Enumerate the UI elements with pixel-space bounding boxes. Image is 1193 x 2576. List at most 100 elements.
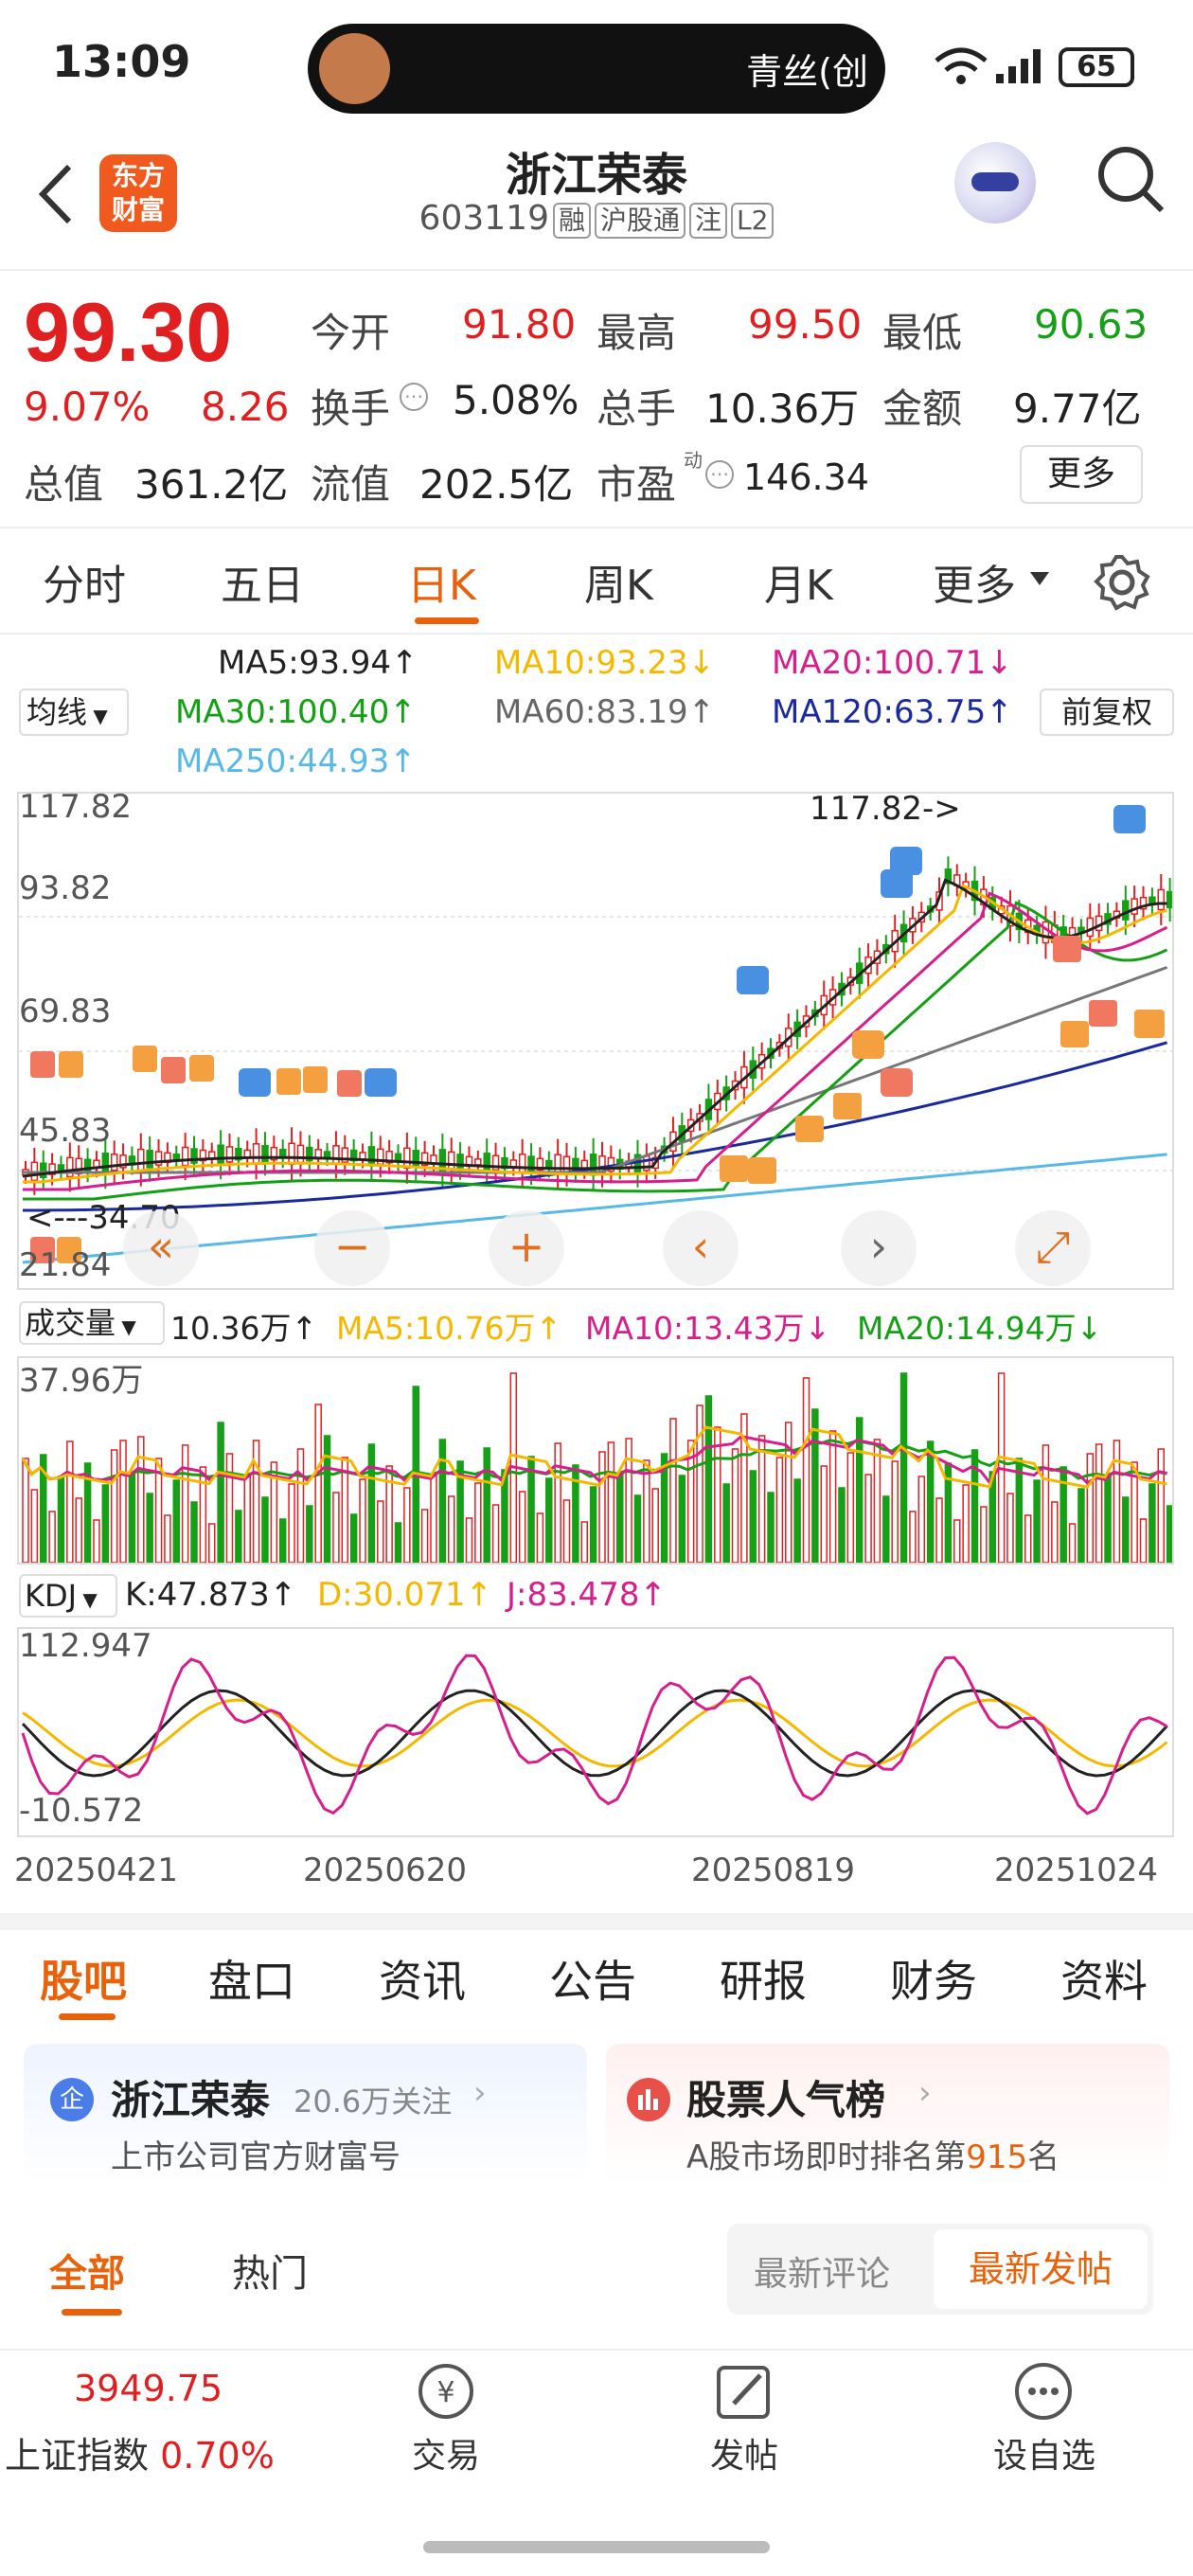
- sort-latest-comment[interactable]: 最新评论: [754, 2255, 891, 2294]
- tab-5day[interactable]: 五日: [221, 562, 304, 610]
- trade-icon[interactable]: ¥: [409, 2362, 483, 2421]
- tab-news[interactable]: 资讯: [379, 1956, 466, 2007]
- volume-bar: [678, 1475, 686, 1564]
- volume-bar: [367, 1443, 376, 1564]
- more-dots-icon[interactable]: [1013, 2362, 1074, 2421]
- index-pct: 0.70%: [160, 2435, 275, 2477]
- candle-body: [1122, 900, 1130, 921]
- volume-bar: [811, 1408, 819, 1564]
- turnover-value: 5.08%: [453, 377, 579, 423]
- candle-body: [306, 1146, 313, 1162]
- volume-bar: [332, 1492, 340, 1564]
- filter-all[interactable]: 全部: [49, 2252, 125, 2296]
- mcap-value: 361.2亿: [134, 461, 289, 508]
- pe-superscript: 动: [684, 449, 703, 472]
- volume-bar: [775, 1457, 784, 1564]
- tab-weekly-k[interactable]: 周K: [584, 562, 653, 610]
- adjust-button[interactable]: 前复权: [1040, 689, 1174, 736]
- zoom-out-icon[interactable]: −: [314, 1210, 390, 1286]
- svg-text:¥: ¥: [436, 2376, 454, 2409]
- more-button[interactable]: 更多: [1020, 445, 1143, 504]
- tab-profile[interactable]: 资料: [1060, 1956, 1148, 2007]
- pan-left-icon[interactable]: ‹: [663, 1210, 739, 1286]
- ma10-label: MA10:93.23↓: [494, 644, 716, 682]
- chart-back-icon[interactable]: «: [123, 1210, 199, 1286]
- tab-announce[interactable]: 公告: [549, 1956, 636, 2007]
- volume-chart[interactable]: 37.96万: [17, 1356, 1174, 1565]
- candle-body: [225, 1146, 234, 1163]
- ma-selector[interactable]: 均线 ▼: [19, 689, 129, 736]
- candle-body: [456, 1154, 464, 1169]
- candle-body: [420, 1152, 429, 1167]
- date-2: 20250819: [691, 1852, 856, 1889]
- volume-bar: [146, 1493, 153, 1564]
- official-account-card[interactable]: 企 浙江荣泰 20.6万关注 › 上市公司官方财富号: [24, 2044, 587, 2184]
- tab-research[interactable]: 研报: [720, 1956, 807, 2007]
- notification-pill[interactable]: 青丝(创: [308, 24, 885, 114]
- back-icon[interactable]: [33, 161, 77, 227]
- float-label: 流值: [311, 461, 391, 508]
- tab-more[interactable]: 更多: [933, 562, 1016, 610]
- app-logo[interactable]: 东方财富: [99, 154, 177, 232]
- candle-body: [447, 1151, 455, 1171]
- volume-bar: [651, 1488, 659, 1564]
- nav-trade[interactable]: 交易: [411, 2437, 480, 2476]
- post-edit-icon[interactable]: [715, 2362, 775, 2421]
- volume-bar: [714, 1426, 721, 1564]
- volume-bar: [447, 1495, 455, 1564]
- nav-post[interactable]: 发帖: [709, 2437, 778, 2476]
- tab-guba[interactable]: 股吧: [40, 1956, 127, 2007]
- index-label[interactable]: 上证指数 0.70%: [5, 2426, 275, 2478]
- volume-bar: [172, 1479, 181, 1564]
- tab-daily-k[interactable]: 日K: [407, 562, 476, 610]
- ma120-label: MA120:63.75↑: [772, 693, 1013, 731]
- candle-body: [518, 1154, 526, 1174]
- volume-bar: [101, 1484, 110, 1564]
- info-icon[interactable]: ⋯: [400, 383, 428, 411]
- volume-bar: [669, 1418, 677, 1564]
- bottom-tab-indicator: [59, 2013, 116, 2020]
- volume-bar: [128, 1471, 136, 1564]
- chevron-right-icon-2: ›: [918, 2074, 932, 2112]
- tab-intraday[interactable]: 分时: [43, 562, 126, 610]
- volume-bar: [562, 1499, 571, 1564]
- settings-gear-icon[interactable]: [1094, 554, 1150, 611]
- tab-finance[interactable]: 财务: [890, 1956, 977, 2007]
- pe-info-icon[interactable]: ⋯: [705, 460, 734, 489]
- volume-bar: [483, 1447, 490, 1564]
- kdj-ymin: -10.572: [19, 1792, 144, 1830]
- trade-markers: [30, 805, 1165, 1263]
- tab-monthly-k[interactable]: 月K: [764, 562, 833, 610]
- volume-bar: [704, 1395, 713, 1564]
- candle-body: [367, 1146, 376, 1167]
- candle-body: [359, 1152, 366, 1160]
- zoom-in-icon[interactable]: +: [489, 1210, 564, 1286]
- candle-body: [1042, 921, 1050, 944]
- rank-suffix: 名: [1027, 2138, 1060, 2176]
- candle-body: [137, 1148, 145, 1172]
- filter-hot[interactable]: 热门: [232, 2252, 308, 2296]
- candle-body: [1139, 896, 1148, 910]
- tab-pankou[interactable]: 盘口: [208, 1956, 295, 2007]
- sort-toggle: 最新评论 最新发帖: [727, 2224, 1153, 2315]
- nav-watchlist[interactable]: 设自选: [992, 2437, 1095, 2476]
- volume-bar: [66, 1440, 74, 1564]
- candle-body: [1166, 890, 1172, 909]
- volume-selector[interactable]: 成交量 ▼: [19, 1301, 165, 1345]
- robot-assistant-icon[interactable]: [954, 142, 1036, 224]
- pan-right-icon[interactable]: ›: [841, 1210, 917, 1286]
- volume-bar: [589, 1486, 597, 1564]
- search-icon[interactable]: [1094, 142, 1169, 218]
- kdj-selector[interactable]: KDJ ▼: [19, 1574, 117, 1618]
- popularity-card[interactable]: 股票人气榜 › A股市场即时排名第915名: [606, 2044, 1169, 2184]
- volume-bar: [598, 1451, 606, 1564]
- kdj-chart[interactable]: 112.947 -10.572: [17, 1627, 1174, 1837]
- high-annotation: 117.82->: [810, 790, 961, 828]
- y-tick-1: 93.82: [19, 869, 112, 907]
- fullscreen-icon[interactable]: ⤢: [1015, 1210, 1091, 1286]
- y-tick-3: 45.83: [19, 1112, 112, 1150]
- kline-chart[interactable]: 117.82 93.82 69.83 45.83 21.84 117.82-> …: [17, 788, 1174, 1290]
- index-value[interactable]: 3949.75: [74, 2368, 223, 2409]
- sort-latest-post[interactable]: 最新发帖: [934, 2229, 1148, 2309]
- volume-bar: [1033, 1479, 1041, 1564]
